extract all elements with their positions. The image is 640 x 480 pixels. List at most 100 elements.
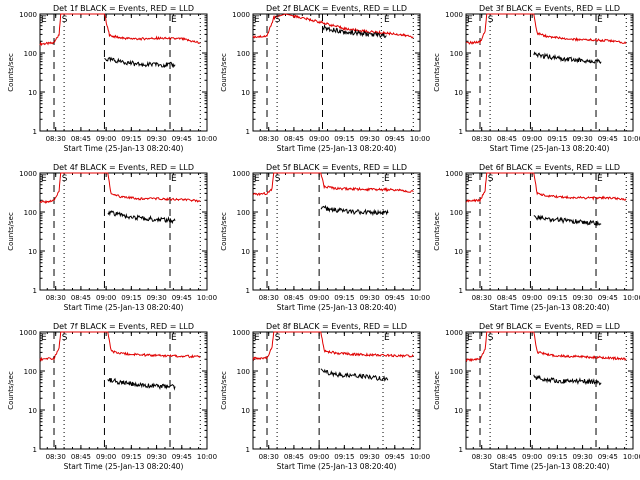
events-series-line <box>322 23 387 39</box>
x-tick-label: 08:30 <box>259 135 279 143</box>
detector-panel: Det 2f BLACK = Events, RED = LLD 08:30 08:… <box>220 4 430 153</box>
x-tick-label: 10:00 <box>197 294 217 302</box>
y-tick-label: 1 <box>246 128 250 136</box>
x-tick-label: 09:45 <box>172 135 192 143</box>
x-tick-label: 08:45 <box>284 453 304 461</box>
detector-panel: Det 1f BLACK = Events, RED = LLD 08:30 08:… <box>7 4 217 153</box>
y-tick-label: 1 <box>246 287 250 295</box>
segment-marker-label: S <box>275 333 281 343</box>
y-tick-label: 1000 <box>232 329 250 337</box>
x-axis-label: Start Time (25-Jan-13 08:20:40) <box>490 462 610 471</box>
y-tick-label: 10 <box>241 248 250 256</box>
x-tick-label: 09:00 <box>309 135 329 143</box>
y-tick-label: 10 <box>28 89 37 97</box>
y-tick-label: 10 <box>28 248 37 256</box>
x-tick-label: 09:30 <box>359 453 379 461</box>
y-tick-label: 1 <box>33 446 37 454</box>
y-tick-label: 100 <box>237 209 250 217</box>
panel-title: Det 7f BLACK = Events, RED = LLD <box>53 322 194 331</box>
x-tick-label: 08:45 <box>497 294 517 302</box>
panel-title: Det 1f BLACK = Events, RED = LLD <box>53 4 194 13</box>
x-tick-label: 08:45 <box>71 294 91 302</box>
segment-marker-label: E <box>467 333 473 343</box>
x-tick-label: 09:30 <box>146 453 166 461</box>
x-tick-label: 08:30 <box>46 453 66 461</box>
segment-marker-label: S <box>62 15 68 25</box>
y-axis-label: Counts/sec <box>220 371 228 410</box>
panel-title: Det 6f BLACK = Events, RED = LLD <box>479 163 620 172</box>
segment-marker-label: E <box>384 15 390 25</box>
y-tick-label: 1 <box>459 128 463 136</box>
y-tick-label: 1000 <box>19 170 37 178</box>
y-tick-label: 1000 <box>232 170 250 178</box>
x-tick-label: 10:00 <box>623 294 640 302</box>
x-tick-label: 10:00 <box>197 453 217 461</box>
x-tick-label: 09:30 <box>572 135 592 143</box>
segment-marker-label: E <box>171 333 177 343</box>
y-axis-label: Counts/sec <box>433 212 441 251</box>
x-tick-label: 09:30 <box>146 135 166 143</box>
segment-marker-label: E <box>171 174 177 184</box>
segment-marker-label: E <box>597 333 603 343</box>
x-tick-label: 08:30 <box>46 135 66 143</box>
segment-marker-label: E <box>41 174 47 184</box>
y-tick-label: 1000 <box>445 329 463 337</box>
segment-marker-label: S <box>488 174 494 184</box>
x-tick-label: 09:45 <box>598 453 618 461</box>
detector-panel: Det 6f BLACK = Events, RED = LLD 08:30 08:… <box>433 163 640 312</box>
x-tick-label: 09:45 <box>385 453 405 461</box>
y-axis-label: Counts/sec <box>433 53 441 92</box>
lld-series-line <box>465 331 627 363</box>
plot-frame <box>252 172 421 291</box>
x-tick-label: 09:00 <box>309 294 329 302</box>
y-tick-label: 100 <box>24 50 37 58</box>
y-tick-label: 1 <box>459 287 463 295</box>
y-tick-label: 100 <box>237 50 250 58</box>
lld-series-line <box>466 13 627 45</box>
y-tick-label: 1000 <box>19 329 37 337</box>
plot-frame <box>252 331 421 450</box>
x-tick-label: 10:00 <box>623 453 640 461</box>
panel-title: Det 2f BLACK = Events, RED = LLD <box>266 4 407 13</box>
panel-title: Det 9f BLACK = Events, RED = LLD <box>479 322 620 331</box>
y-tick-label: 100 <box>237 368 250 376</box>
segment-marker-label: E <box>41 333 47 343</box>
x-tick-label: 09:15 <box>334 294 354 302</box>
events-series-line <box>533 374 602 386</box>
y-axis-label: Counts/sec <box>7 212 15 251</box>
x-tick-label: 08:45 <box>71 453 91 461</box>
x-tick-label: 10:00 <box>410 453 430 461</box>
x-tick-label: 08:45 <box>497 453 517 461</box>
segment-marker-label: E <box>467 174 473 184</box>
segment-marker-label: E <box>597 174 603 184</box>
y-tick-label: 1000 <box>445 170 463 178</box>
plot-frame <box>39 331 208 450</box>
x-tick-label: 10:00 <box>197 135 217 143</box>
y-tick-label: 1000 <box>232 11 250 19</box>
x-tick-label: 09:15 <box>121 294 141 302</box>
segment-marker-label: E <box>254 174 260 184</box>
segment-marker-label: E <box>384 333 390 343</box>
x-tick-label: 09:45 <box>385 135 405 143</box>
x-tick-label: 10:00 <box>623 135 640 143</box>
y-axis-label: Counts/sec <box>7 53 15 92</box>
y-tick-label: 1000 <box>445 11 463 19</box>
x-tick-label: 09:15 <box>547 135 567 143</box>
panel-title: Det 5f BLACK = Events, RED = LLD <box>266 163 407 172</box>
y-tick-label: 10 <box>241 407 250 415</box>
y-axis-label: Counts/sec <box>433 371 441 410</box>
detector-panel: Det 9f BLACK = Events, RED = LLD 08:30 08:… <box>433 322 640 471</box>
panel-title: Det 8f BLACK = Events, RED = LLD <box>266 322 407 331</box>
segment-marker-label: E <box>467 15 473 25</box>
x-tick-label: 08:45 <box>71 135 91 143</box>
x-tick-label: 08:30 <box>472 294 492 302</box>
segment-marker-label: E <box>171 15 177 25</box>
segment-marker-label: S <box>275 15 281 25</box>
plot-frame <box>39 13 208 132</box>
plot-frame <box>39 172 208 291</box>
x-tick-label: 09:00 <box>522 453 542 461</box>
lld-series-line <box>39 13 201 47</box>
x-tick-label: 08:30 <box>472 453 492 461</box>
events-series-line <box>320 204 389 217</box>
